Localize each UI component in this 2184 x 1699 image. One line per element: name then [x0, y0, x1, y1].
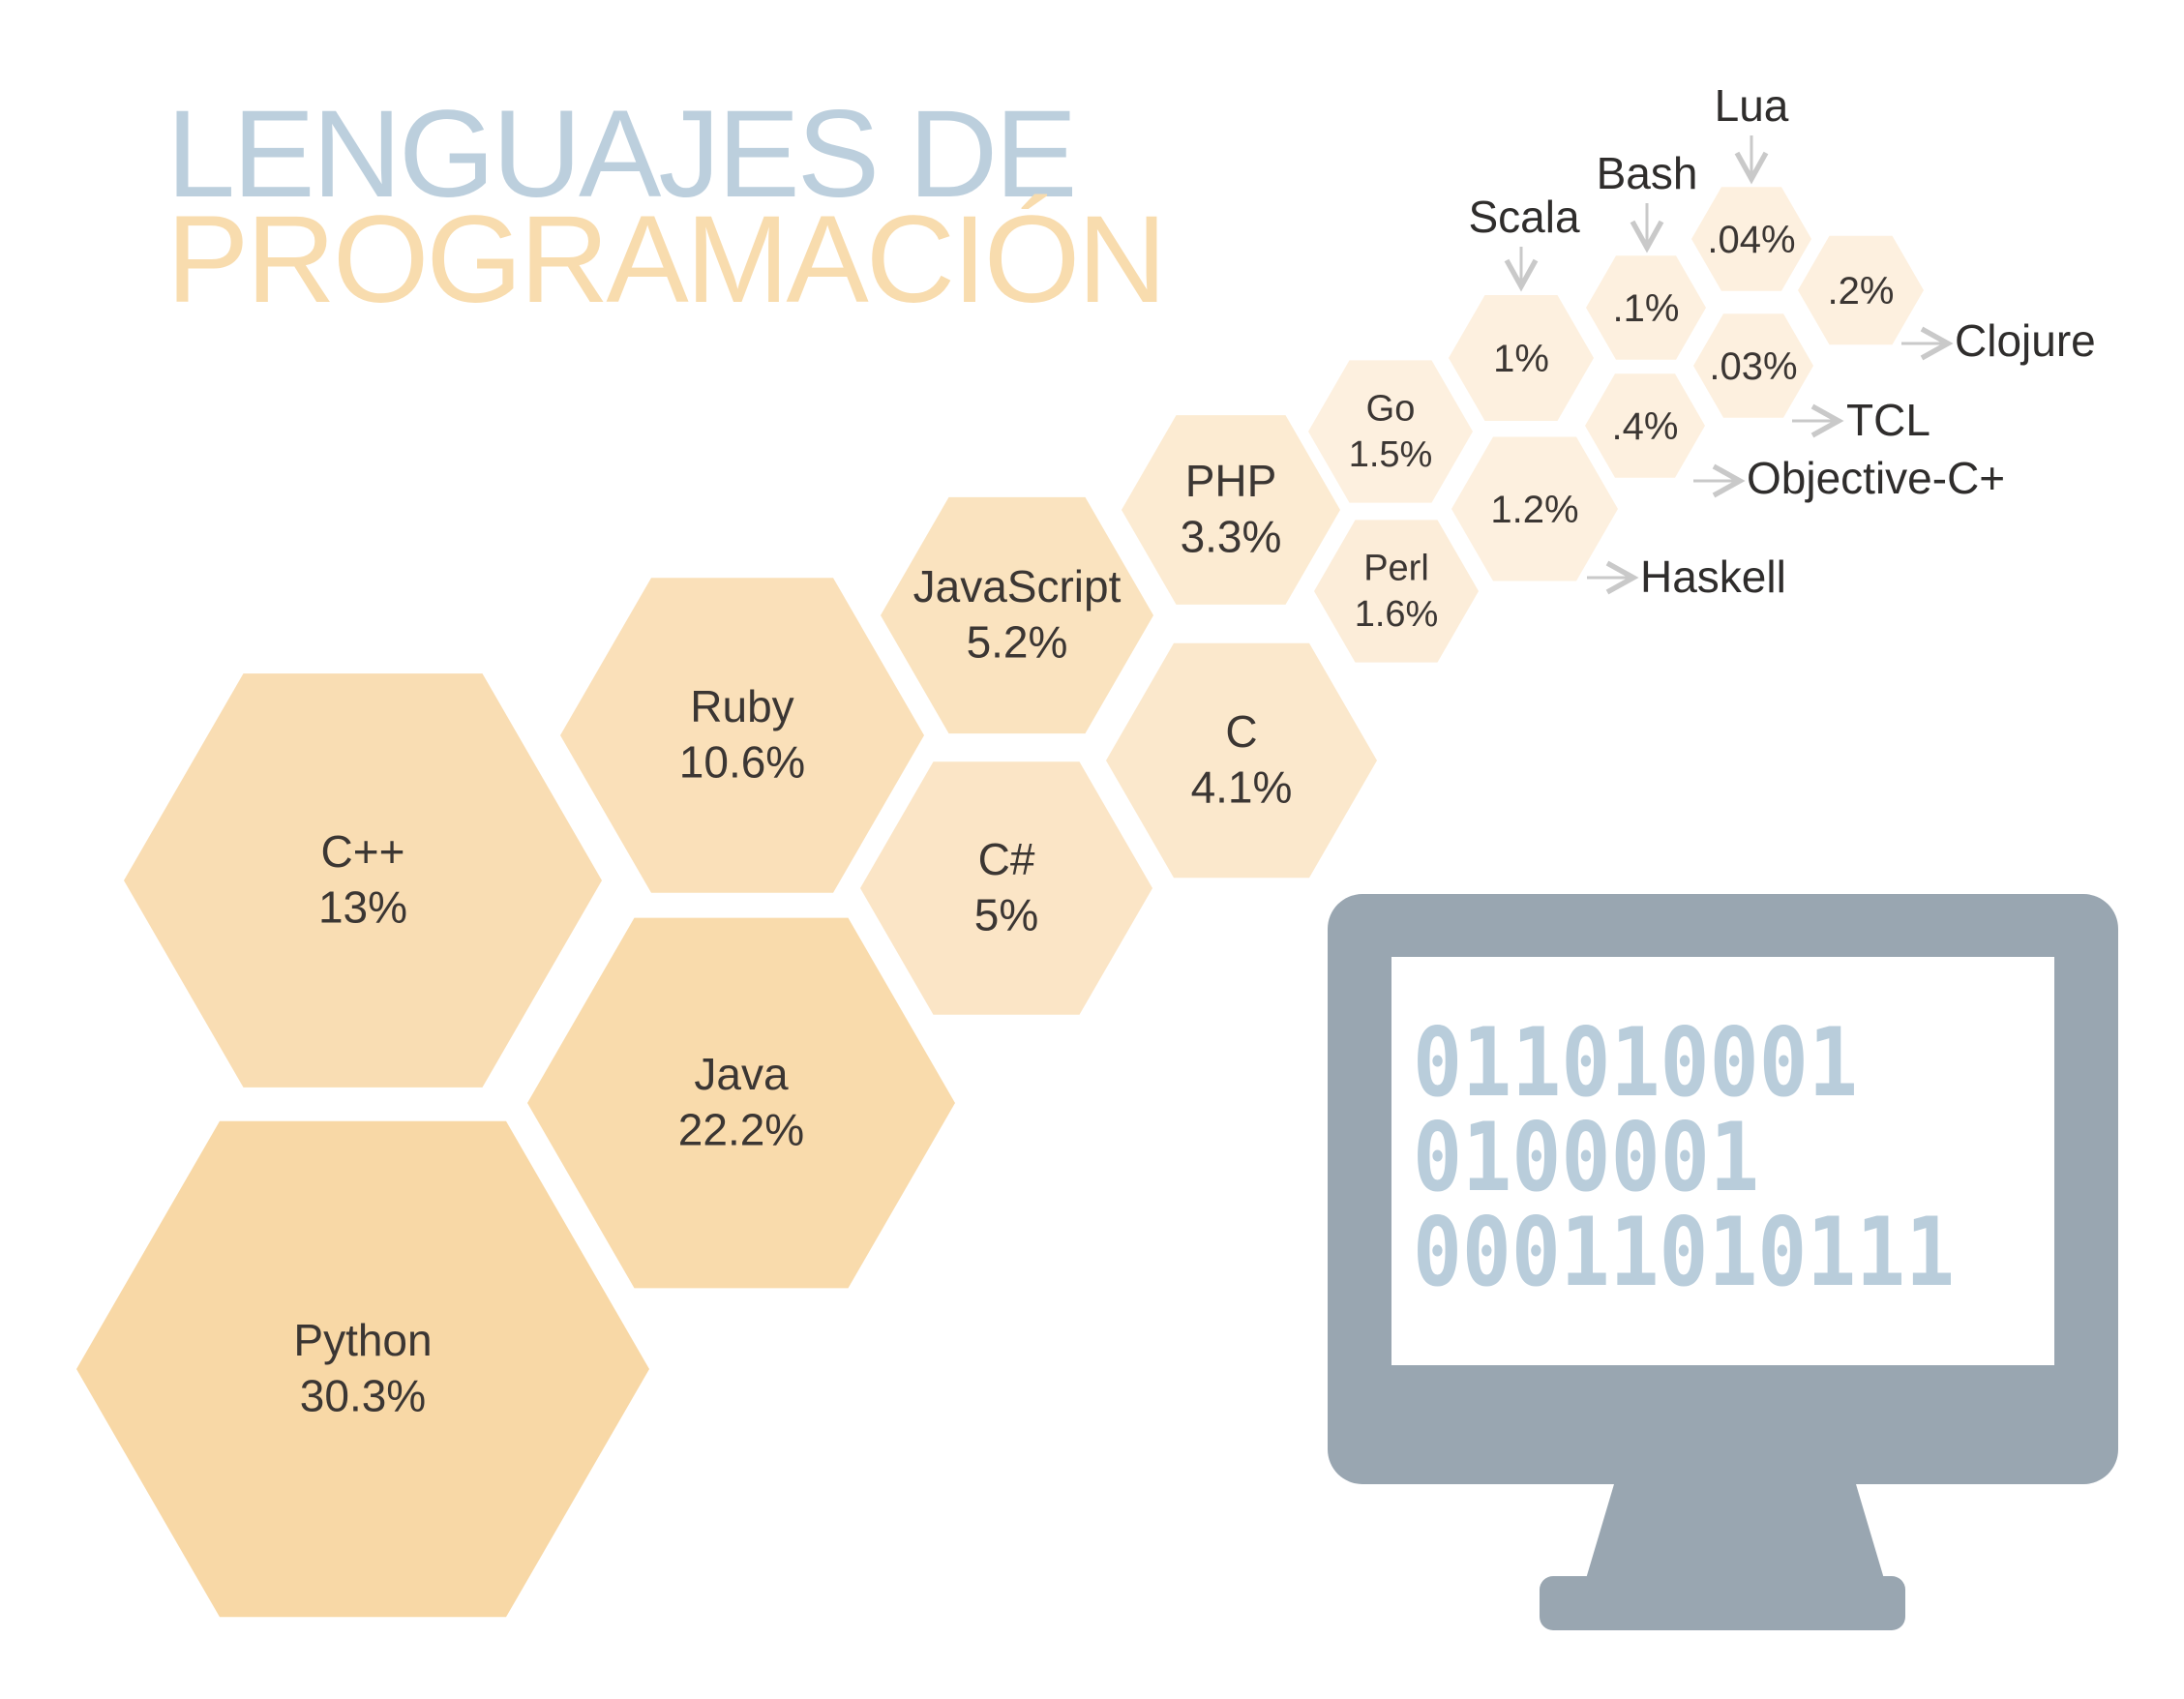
ext-label-scala: Scala	[1468, 192, 1579, 242]
hex-value-tcl: .03%	[1709, 345, 1797, 388]
code-line-3: 00011010111	[1413, 1198, 1955, 1308]
hexagon-haskell	[1451, 436, 1618, 581]
hexagon-cplusplus	[124, 673, 602, 1088]
hex-value-python: 30.3%	[300, 1371, 426, 1421]
hex-value-objective-cplus: .4%	[1612, 405, 1679, 448]
hexagon-bash	[1586, 255, 1706, 360]
hex-value-perl: 1.6%	[1355, 594, 1439, 635]
code-line-2: 0100001	[1413, 1103, 1759, 1213]
ext-label-bash: Bash	[1597, 148, 1698, 198]
hex-value-haskell: 1.2%	[1490, 489, 1578, 531]
hex-label-javascript: JavaScript	[913, 561, 1122, 611]
hex-value-scala: 1%	[1493, 338, 1549, 380]
hex-label-python: Python	[293, 1315, 432, 1365]
hex-value-java: 22.2%	[678, 1105, 804, 1155]
hexagon-javascript	[881, 496, 1153, 734]
monitor-neck	[1585, 1484, 1885, 1582]
ext-label-lua: Lua	[1715, 80, 1789, 131]
ext-label-haskell: Haskell	[1640, 551, 1786, 602]
hex-value-lua: .04%	[1707, 219, 1795, 261]
hex-value-csharp: 5%	[974, 890, 1038, 940]
hexagon-objective-cplus	[1585, 373, 1705, 478]
hex-value-cplusplus: 13%	[318, 882, 407, 933]
hex-value-go: 1.5%	[1349, 434, 1433, 475]
hex-label-c: C	[1225, 706, 1257, 757]
hexagon-tcl	[1693, 313, 1813, 418]
hex-value-c: 4.1%	[1191, 762, 1293, 813]
hex-value-bash: .1%	[1613, 287, 1680, 330]
title-line-1: LENGUAJES DE	[166, 85, 1077, 224]
hex-value-ruby: 10.6%	[679, 737, 805, 788]
hexagon-csharp	[860, 761, 1152, 1015]
hexagon-layer: Python 30.3% Java 22.2% C++13% Ruby 10.6% JavaS…	[76, 187, 1924, 1618]
title-line-2: PROGRAMACIÓN	[166, 191, 1167, 329]
ext-label-tcl: TCL	[1846, 395, 1930, 445]
hexagon-python	[76, 1120, 649, 1618]
hexagon-go	[1308, 360, 1473, 503]
arrow-layer: Haskell Scala Objective-C+ Clojure Bash Lua TC…	[1468, 80, 2095, 602]
hex-label-php: PHP	[1185, 456, 1277, 506]
hex-label-go: Go	[1366, 389, 1416, 430]
hex-value-php: 3.3%	[1181, 512, 1282, 562]
ext-label-clojure: Clojure	[1955, 315, 2096, 366]
hex-value-javascript: 5.2%	[967, 617, 1068, 668]
hexagon-scala	[1449, 295, 1594, 421]
hex-label-cplusplus: C++	[321, 826, 405, 877]
hex-label-java: Java	[694, 1049, 789, 1099]
hexagon-lua	[1691, 187, 1811, 291]
monitor-base	[1540, 1576, 1905, 1630]
hexagon-php	[1122, 415, 1340, 605]
hex-label-csharp: C#	[978, 834, 1035, 884]
hexagon-ruby	[560, 578, 924, 893]
monitor-illustration: 011010001 0100001 00011010111	[1328, 894, 2118, 1630]
hexagon-clojure	[1798, 235, 1924, 345]
hexagon-java	[527, 917, 955, 1289]
hex-label-perl: Perl	[1363, 549, 1429, 589]
hex-label-ruby: Ruby	[690, 681, 793, 731]
hexagon-perl	[1314, 520, 1479, 663]
hex-value-clojure: .2%	[1828, 270, 1895, 313]
monitor-screen	[1391, 957, 2054, 1365]
code-line-1: 011010001	[1413, 1008, 1858, 1118]
hexagon-c	[1106, 642, 1377, 879]
ext-label-objective-cplus: Objective-C+	[1747, 453, 2005, 503]
